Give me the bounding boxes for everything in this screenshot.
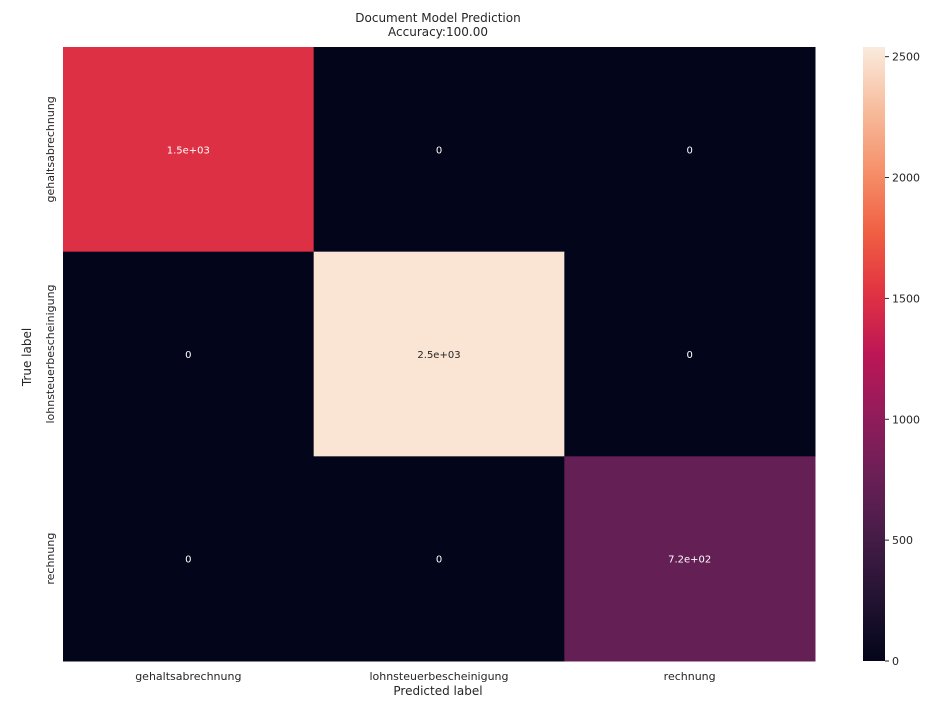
y-tick-label: lohnsteuerbescheinigung	[44, 284, 57, 423]
colorbar-tick-label: 1000	[892, 413, 920, 426]
y-axis-label: True label	[20, 328, 34, 386]
y-tick-label: rechnung	[44, 533, 57, 585]
cell-annotation: 0	[686, 145, 692, 156]
colorbar-tick-label: 2500	[892, 51, 920, 64]
x-tick-label: gehaltsabrechnung	[135, 670, 241, 683]
colorbar-tick-label: 1500	[892, 292, 920, 305]
cell-annotation: 2.5e+03	[417, 350, 460, 361]
x-axis-label: Predicted label	[0, 684, 876, 698]
cell-annotation: 0	[436, 145, 442, 156]
cell-annotation: 0	[185, 350, 191, 361]
colorbar	[863, 47, 885, 661]
colorbar-tick-label: 2000	[892, 172, 920, 185]
y-tick-label: gehaltsabrechnung	[44, 96, 57, 202]
x-tick-label: lohnsteuerbescheinigung	[369, 670, 508, 683]
colorbar-tick-label: 0	[892, 655, 899, 668]
cell-annotation: 0	[686, 350, 692, 361]
cell-annotation: 0	[436, 555, 442, 566]
cell-annotation: 1.5e+03	[167, 145, 210, 156]
cell-annotation: 7.2e+02	[668, 555, 711, 566]
cell-annotation: 0	[185, 555, 191, 566]
colorbar-tick-label: 500	[892, 534, 913, 547]
x-tick-label: rechnung	[664, 670, 716, 683]
